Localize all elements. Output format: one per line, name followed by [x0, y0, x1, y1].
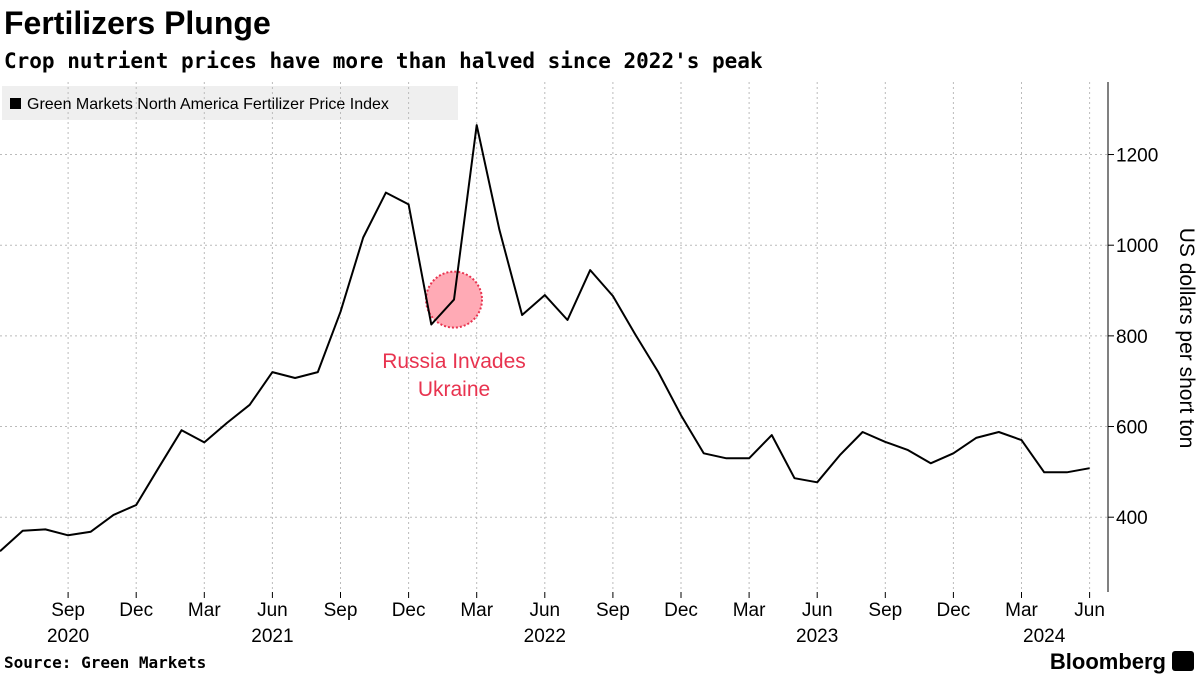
chart-title: Fertilizers Plunge — [4, 5, 271, 41]
x-tick-label: Dec — [119, 600, 153, 621]
x-year-label: 2024 — [1023, 626, 1066, 647]
x-year-label: 2022 — [524, 626, 566, 647]
x-tick-label: Sep — [51, 600, 85, 621]
legend-box — [2, 86, 458, 120]
brand: Bloomberg — [1050, 649, 1166, 674]
x-tick-label: Dec — [664, 600, 698, 621]
legend-label: Green Markets North America Fertilizer P… — [27, 96, 389, 113]
x-year-label: 2023 — [796, 626, 838, 647]
annotation-text: Russia Invades — [382, 350, 526, 373]
x-tick-label: Sep — [324, 600, 358, 621]
line — [0, 124, 1090, 552]
source: Source: Green Markets — [4, 653, 206, 672]
x-tick-label: Jun — [1074, 600, 1105, 621]
y-tick-label: 1000 — [1116, 236, 1158, 257]
y-tick-label: 1200 — [1116, 146, 1158, 167]
x-tick-label: Sep — [868, 600, 902, 621]
x-tick-label: Mar — [460, 600, 493, 621]
x-tick-label: Jun — [529, 600, 560, 621]
x-year-label: 2020 — [47, 626, 89, 647]
legend-swatch — [10, 98, 21, 109]
y-tick-label: 400 — [1116, 508, 1148, 529]
chart-subtitle: Crop nutrient prices have more than halv… — [4, 49, 763, 73]
y-tick-label: 800 — [1116, 327, 1148, 348]
x-tick-label: Jun — [802, 600, 833, 621]
brand-icon — [1172, 651, 1194, 671]
annotation-text: Ukraine — [418, 378, 490, 401]
x-tick-label: Mar — [1005, 600, 1038, 621]
x-year-label: 2021 — [251, 626, 293, 647]
y-axis-label: US dollars per short ton — [1175, 228, 1198, 449]
x-tick-label: Mar — [188, 600, 221, 621]
x-tick-label: Jun — [257, 600, 288, 621]
x-tick-label: Sep — [596, 600, 630, 621]
x-tick-label: Mar — [733, 600, 766, 621]
y-tick-label: 600 — [1116, 418, 1148, 439]
x-tick-label: Dec — [937, 600, 971, 621]
x-tick-label: Dec — [392, 600, 426, 621]
